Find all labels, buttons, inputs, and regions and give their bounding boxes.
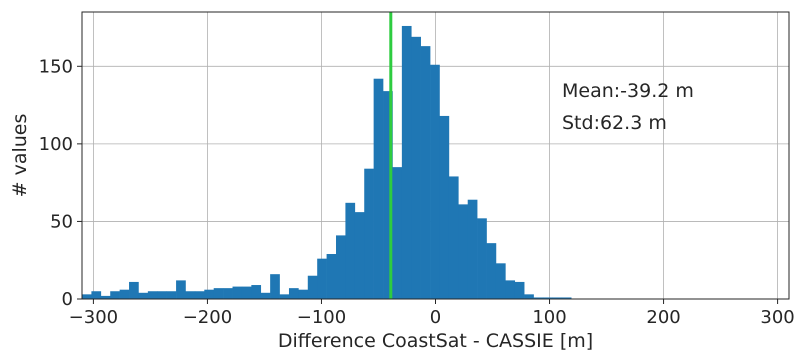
histogram-bar [270,274,280,299]
histogram-bar [345,202,356,299]
mean-annotation: Mean:-39.2 m [562,80,694,102]
histogram-bar [336,235,346,299]
histogram-bar [354,212,365,299]
histogram-bar [213,288,224,299]
histogram-bar [477,218,487,299]
y-tick-label: 0 [62,289,73,310]
x-tick-label: −100 [297,307,346,328]
histogram-bar [505,280,516,299]
histogram-bar [91,291,102,299]
histogram-bar [241,286,252,299]
std-annotation: Std:62.3 m [562,112,667,134]
histogram-bar [298,289,309,299]
histogram-bar [194,291,205,299]
histogram-bar [383,91,393,299]
histogram-bar [166,291,177,299]
histogram-bar [439,115,450,299]
y-axis-title: # values [9,114,31,198]
histogram-bar [279,294,290,299]
histogram-bar [157,291,167,299]
histogram-bar [260,292,271,299]
histogram-bar [373,78,384,300]
histogram-bar [204,289,215,299]
histogram-bar [533,297,544,299]
histogram-bar [486,243,497,299]
histogram-bar [392,167,403,299]
histogram-bar [288,288,299,299]
histogram-bar [364,168,374,299]
histogram-bar [307,275,318,299]
histogram-bar [430,64,440,300]
histogram-bar [110,291,120,299]
histogram-bar [176,280,186,299]
histogram-bar [411,36,421,299]
y-tick-label: 50 [50,211,73,232]
histogram-bar [138,292,149,299]
x-tick-label: 0 [430,307,441,328]
histogram-bar [495,263,506,299]
histogram-bar [514,281,525,299]
histogram-bar [317,258,327,299]
x-tick-label: 300 [760,307,794,328]
histogram-bar [232,286,243,299]
histogram-bar [100,295,111,299]
x-tick-label: 100 [532,307,566,328]
histogram-bar [185,291,196,299]
ticks: −300 −200 −100 0 100 200 300 0 50 100 150 [39,56,795,328]
histogram-bar [561,297,572,299]
histogram-bar [129,281,139,299]
histogram-bar [119,289,130,299]
x-tick-label: 200 [646,307,680,328]
histogram-bar [147,291,158,299]
histogram-bar [448,176,459,299]
histogram-bar [401,25,412,300]
histogram-bars [82,25,572,300]
histogram-bar [251,285,262,299]
y-tick-label: 150 [39,56,73,77]
x-tick-label: −300 [69,307,118,328]
x-axis-title: Difference CoastSat - CASSIE [m] [278,330,593,352]
histogram-bar [458,204,469,299]
labels: Difference CoastSat - CASSIE [m] # value… [9,80,694,352]
histogram-bar [82,294,92,299]
x-tick-label: −200 [183,307,232,328]
histogram-bar [467,199,478,299]
histogram-bar [552,297,563,299]
y-tick-label: 100 [39,134,73,155]
histogram-bar [326,254,337,299]
histogram-bar [223,288,233,299]
histogram-bar [542,297,553,299]
histogram-bar [524,294,534,299]
histogram-bar [420,46,431,299]
